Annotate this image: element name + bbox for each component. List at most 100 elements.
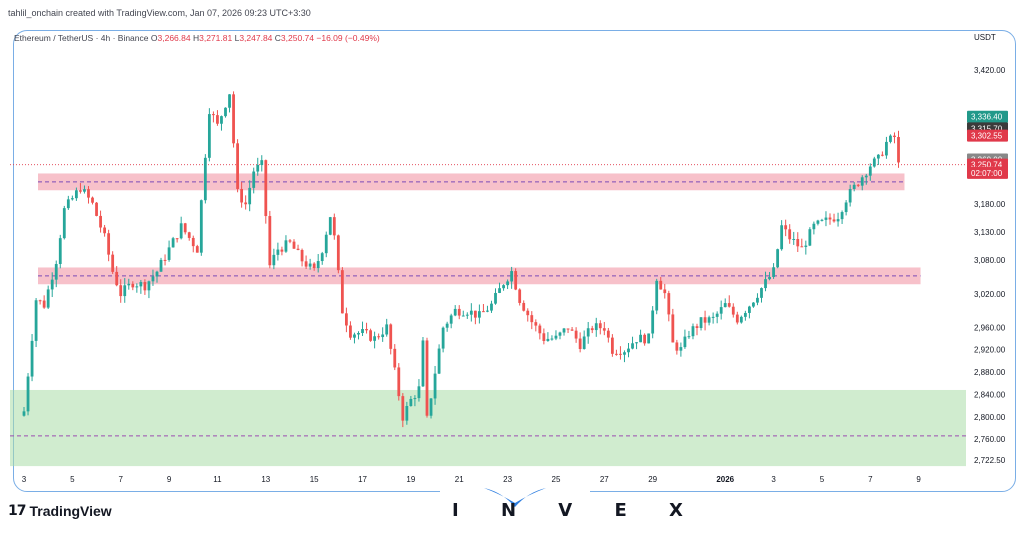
candles-layer (22, 91, 900, 428)
candle-body (87, 189, 90, 198)
y-tick-label: 2,920.00 (974, 346, 1006, 355)
candle-body (42, 300, 46, 308)
candle-body (288, 240, 292, 242)
candle-body (46, 289, 50, 308)
candle-body (54, 264, 58, 280)
candle-body (26, 376, 30, 412)
candle-body (820, 219, 824, 221)
y-tick-label: 2,960.00 (974, 323, 1006, 332)
y-tick-label: 3,020.00 (974, 290, 1006, 299)
candle-body (522, 302, 526, 311)
close-value: 3,250.74 (280, 33, 315, 43)
candle-body (155, 271, 159, 277)
candle-body (58, 238, 62, 265)
candle-body (667, 293, 671, 315)
x-tick-label: 21 (455, 475, 464, 484)
candle-body (83, 189, 86, 192)
candle-body (345, 313, 348, 326)
candle-body (687, 336, 691, 338)
candle-body (369, 330, 372, 341)
candle-body (405, 406, 409, 421)
candle-body (38, 300, 42, 302)
candle-body (441, 327, 445, 349)
candle-body (735, 314, 739, 323)
candle-body (546, 338, 550, 341)
candle-body (494, 292, 497, 304)
candle-body (449, 315, 453, 324)
candle-body (691, 326, 695, 337)
x-tick-label: 9 (167, 475, 172, 484)
price-tag (967, 166, 1008, 179)
candle-body (631, 343, 634, 349)
candle-body (111, 254, 115, 272)
candle-body (739, 316, 743, 323)
candle-body (99, 215, 102, 228)
candle-body (103, 227, 106, 234)
candle-body (292, 241, 296, 249)
candle-body (340, 270, 344, 314)
candle-body (70, 198, 74, 200)
candle-body (183, 223, 187, 233)
support-zone (10, 389, 966, 467)
candle-body (212, 114, 215, 116)
price-tag-label: 3,302.55 (971, 132, 1003, 141)
x-tick-label: 27 (600, 475, 609, 484)
candle-body (34, 300, 38, 341)
low-label: L (234, 33, 240, 43)
candle-body (457, 308, 461, 316)
candle-body (357, 333, 360, 335)
x-tick-label: 19 (406, 475, 415, 484)
candle-body (79, 190, 82, 192)
candle-body (627, 348, 630, 353)
candle-body (566, 328, 570, 330)
candle-body (671, 314, 675, 343)
candle-body (703, 317, 707, 323)
candle-body (727, 303, 731, 307)
candle-body (453, 308, 457, 316)
candle-body (171, 238, 175, 248)
x-tick-label: 5 (70, 475, 75, 484)
candle-body (796, 239, 800, 247)
candle-body (127, 283, 131, 286)
tradingview-mark-icon: 17 (8, 503, 27, 519)
y-tick-label: 3,180.00 (974, 200, 1006, 209)
close-label: C (274, 33, 281, 43)
candle-body (885, 141, 888, 156)
price-tag-label: 3,336.40 (971, 113, 1003, 122)
candle-body (316, 261, 320, 269)
candle-body (510, 271, 514, 282)
candle-body (401, 396, 405, 421)
candle-body (429, 398, 433, 416)
candle-body (647, 333, 651, 344)
candle-body (699, 317, 703, 328)
symbol-legend: Ethereum / TetherUS · 4h · Binance O3,26… (14, 33, 380, 43)
candle-body (328, 217, 332, 235)
candle-body (562, 328, 566, 333)
x-tick-label: 3 (22, 475, 27, 484)
candle-body (482, 311, 485, 313)
candle-body (280, 249, 284, 252)
y-tick-label: 2,840.00 (974, 390, 1006, 399)
candle-body (643, 334, 647, 344)
change-value: −16.09 (−0.49%) (316, 33, 380, 43)
candle-body (22, 411, 26, 416)
candle-body (860, 177, 864, 186)
candle-body (123, 285, 127, 297)
price-tag-label: 3,250.74 (971, 161, 1003, 170)
x-tick-label: 7 (118, 475, 123, 484)
candle-body (574, 330, 578, 339)
candle-body (336, 235, 340, 271)
candle-body (220, 116, 223, 124)
candle-body (752, 302, 755, 307)
x-tick-label: 17 (358, 475, 367, 484)
candle-body (772, 267, 775, 277)
high-label: H (192, 33, 200, 43)
x-tick-label: 11 (213, 475, 222, 484)
candle-body (389, 324, 393, 349)
x-axis: 3 5 7 9 11 13 15 17 19 21 23 25 27 29 2026 3 5 7 9 (22, 475, 922, 484)
candle-body (776, 249, 780, 268)
candle-body (167, 247, 171, 260)
candle-body (195, 246, 199, 253)
candle-body (558, 332, 562, 336)
